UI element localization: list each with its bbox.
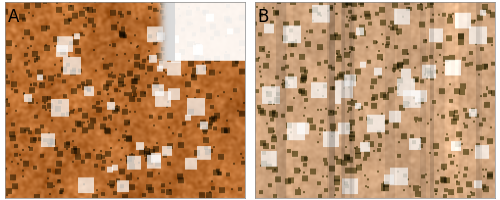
Text: A: A [8, 8, 19, 26]
Text: B: B [258, 8, 269, 26]
